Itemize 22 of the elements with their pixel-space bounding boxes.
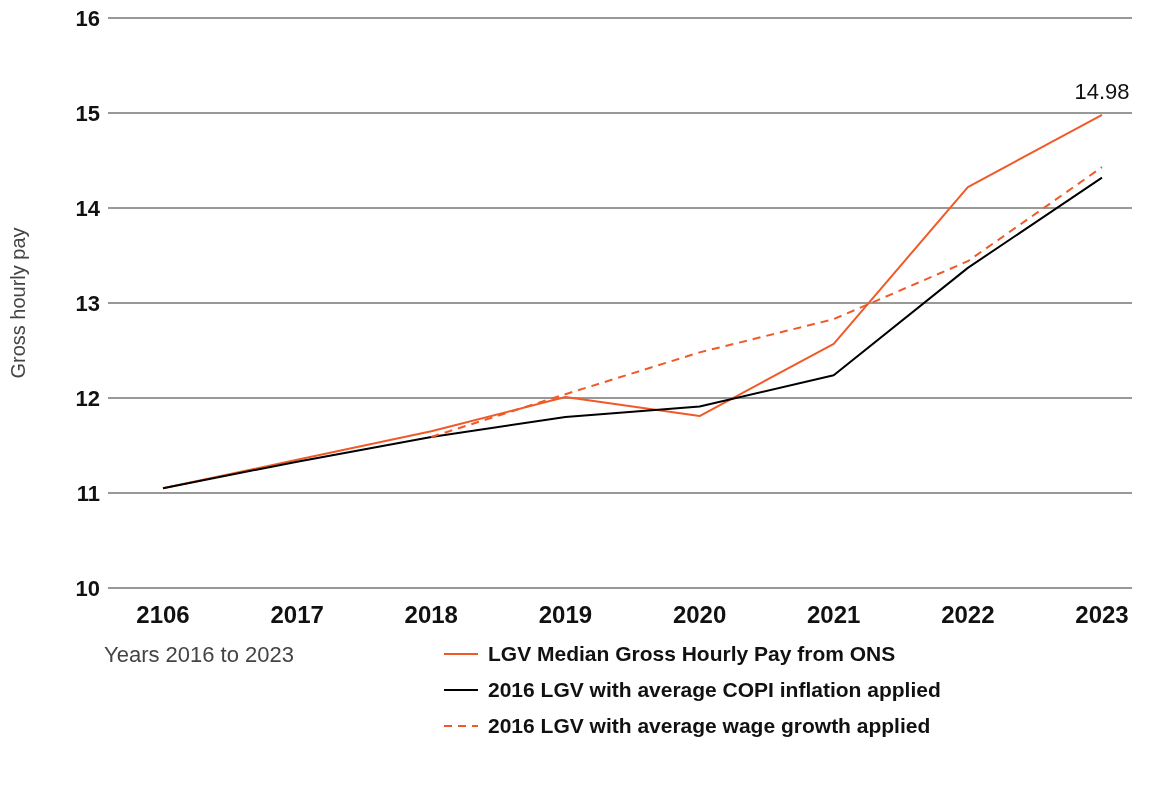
x-tick-label: 2017: [270, 601, 324, 629]
y-tick-label: 16: [75, 5, 100, 31]
x-tick-label: 2020: [672, 601, 727, 629]
line-series: [162, 176, 1103, 490]
y-tick-label: 12: [75, 385, 100, 411]
x-tick-label: 2019: [538, 601, 593, 629]
legend-label: 2016 LGV with average wage growth applied: [487, 714, 932, 738]
y-tick-label: 15: [75, 100, 100, 126]
x-tick-label: 2018: [404, 601, 458, 629]
y-tick-label: 10: [75, 575, 100, 601]
y-axis-title: Gross hourly pay: [7, 227, 30, 379]
data-label: 14.98: [1074, 78, 1130, 104]
x-tick-label: 2021: [807, 601, 861, 629]
legend-label: 2016 LGV with average COPI inflation applied: [487, 678, 941, 702]
x-tick-label: 2106: [136, 601, 190, 629]
y-tick-label: 13: [75, 290, 100, 316]
legend-label: LGV Median Gross Hourly Pay from ONS: [487, 642, 897, 666]
x-tick-label: 2022: [941, 601, 995, 629]
x-tick-label: 2023: [1075, 601, 1129, 629]
y-tick-label: 11: [76, 480, 100, 506]
x-axis-title: Years 2016 to 2023: [104, 642, 296, 669]
y-tick-label: 14: [75, 195, 101, 221]
